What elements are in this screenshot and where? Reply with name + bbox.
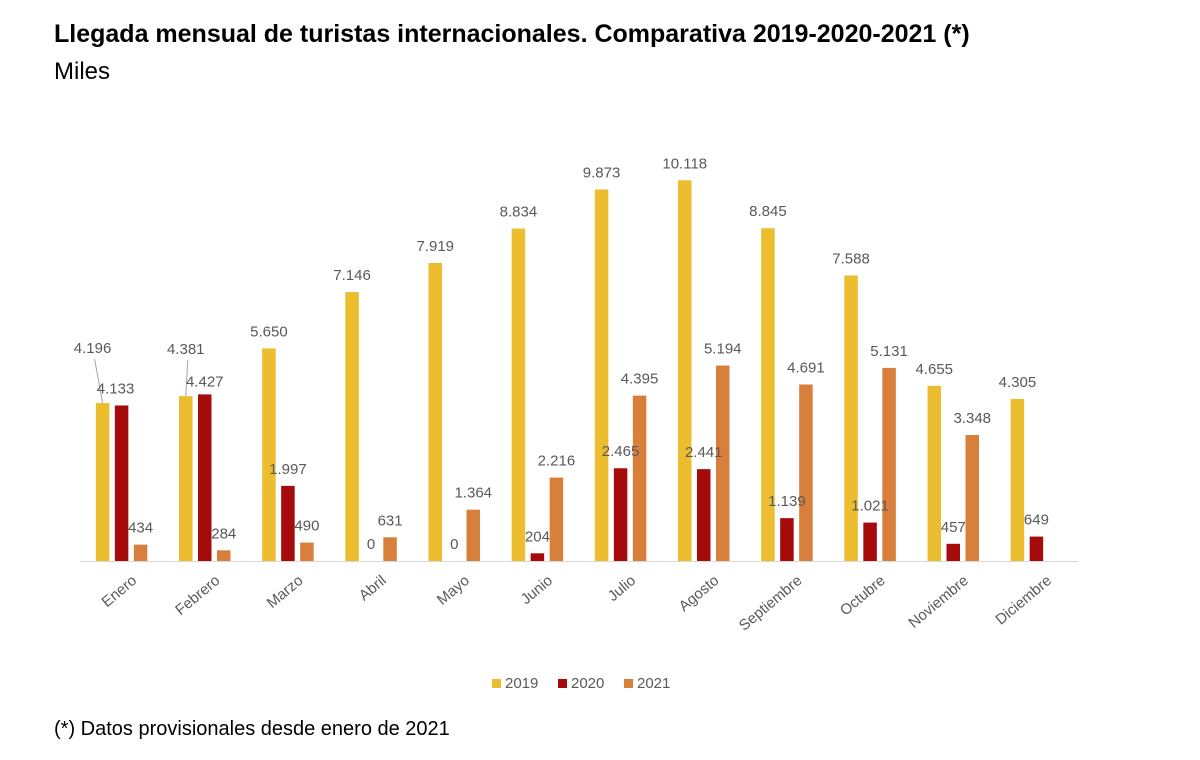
data-label-2021-abril: 631 bbox=[378, 512, 403, 529]
x-tick-label-marzo: Marzo bbox=[264, 572, 307, 612]
data-label-2019-noviembre: 4.655 bbox=[915, 361, 953, 378]
bar-2019-marzo bbox=[262, 348, 276, 561]
bar-2021-abril bbox=[383, 537, 397, 561]
legend: 2019 2020 2021 bbox=[492, 675, 670, 692]
bar-2021-noviembre bbox=[965, 435, 979, 561]
bar-2021-junio bbox=[549, 477, 564, 561]
bar-2020-enero bbox=[114, 405, 129, 561]
bar-2019-septiembre bbox=[761, 228, 775, 561]
data-label-2019-enero: 4.196 bbox=[74, 340, 112, 357]
bar-2019-junio bbox=[511, 228, 526, 561]
legend-label-2021: 2021 bbox=[637, 675, 670, 692]
data-labels-layer: 4.196 4.381 5.650 7.146 7.919 8.834 9.873 10.11… bbox=[74, 155, 1049, 553]
x-tick-label-octubre: Octubre bbox=[837, 572, 889, 619]
bar-2019-enero bbox=[95, 403, 110, 561]
data-label-2019-octubre: 7.588 bbox=[832, 250, 870, 267]
data-label-2019-diciembre: 4.305 bbox=[999, 374, 1037, 391]
data-label-2019-agosto: 10.118 bbox=[662, 155, 707, 172]
data-label-2019-abril: 7.146 bbox=[333, 267, 371, 284]
label-leader-line bbox=[185, 360, 189, 397]
bar-2019-octubre bbox=[844, 275, 858, 561]
bar-2019-diciembre bbox=[1010, 399, 1025, 561]
data-label-2020-junio: 204 bbox=[525, 528, 550, 545]
data-label-2021-octubre: 5.131 bbox=[870, 343, 908, 360]
x-tick-label-enero: Enero bbox=[99, 572, 141, 611]
bar-2020-julio bbox=[613, 468, 628, 561]
bar-2021-octubre bbox=[882, 367, 896, 561]
x-tick-label-febrero: Febrero bbox=[172, 572, 223, 619]
bars-layer bbox=[95, 180, 1044, 562]
bar-2019-febrero bbox=[179, 396, 193, 561]
data-label-2020-mayo: 0 bbox=[450, 536, 458, 553]
x-tick-label-julio: Julio bbox=[605, 572, 640, 605]
bar-2019-mayo bbox=[428, 263, 442, 561]
footnote: (*) Datos provisionales desde enero de 2… bbox=[54, 718, 450, 740]
data-label-2020-septiembre: 1.139 bbox=[768, 493, 806, 510]
data-label-2019-febrero: 4.381 bbox=[167, 341, 205, 358]
bar-2019-julio bbox=[594, 189, 609, 561]
bar-2021-julio bbox=[632, 395, 647, 561]
bar-2019-abril bbox=[345, 292, 359, 561]
legend-label-2019: 2019 bbox=[505, 675, 538, 692]
data-label-2020-diciembre: 649 bbox=[1024, 512, 1049, 529]
legend-label-2020: 2020 bbox=[571, 675, 604, 692]
bar-2021-enero bbox=[133, 544, 148, 561]
bar-2021-mayo bbox=[466, 509, 480, 561]
bar-2020-noviembre bbox=[946, 543, 960, 561]
x-axis: Enero Febrero Marzo Abril Mayo Junio Julio Agos… bbox=[80, 561, 1078, 634]
data-label-2020-marzo: 1.997 bbox=[269, 461, 307, 478]
data-label-2021-agosto: 5.194 bbox=[704, 341, 742, 358]
bar-2019-agosto bbox=[678, 180, 692, 562]
data-label-2019-julio: 9.873 bbox=[583, 164, 621, 181]
x-tick-label-mayo: Mayo bbox=[434, 572, 473, 609]
data-label-2021-noviembre: 3.348 bbox=[953, 410, 991, 427]
x-tick-label-noviembre: Noviembre bbox=[905, 572, 971, 632]
data-label-2021-junio: 2.216 bbox=[538, 453, 576, 470]
data-label-2021-julio: 4.395 bbox=[621, 371, 659, 388]
x-tick-label-abril: Abril bbox=[356, 572, 390, 604]
data-label-2021-mayo: 1.364 bbox=[454, 485, 492, 502]
bar-2020-diciembre bbox=[1029, 536, 1044, 561]
data-label-2020-febrero: 4.427 bbox=[186, 373, 224, 390]
x-tick-label-agosto: Agosto bbox=[676, 572, 723, 615]
x-tick-label-junio: Junio bbox=[518, 572, 556, 608]
bar-2020-junio bbox=[530, 553, 545, 561]
bar-2020-octubre bbox=[863, 522, 877, 561]
bar-2021-febrero bbox=[217, 550, 231, 561]
legend-swatch-2020 bbox=[558, 679, 567, 688]
bar-2020-febrero bbox=[198, 394, 212, 561]
data-label-2020-enero: 4.133 bbox=[97, 380, 135, 397]
legend-swatch-2021 bbox=[624, 679, 633, 688]
data-label-2019-septiembre: 8.845 bbox=[749, 203, 787, 220]
bar-2020-agosto bbox=[697, 469, 711, 561]
bar-2020-septiembre bbox=[780, 518, 794, 561]
data-label-2021-marzo: 490 bbox=[294, 518, 319, 535]
data-label-2019-mayo: 7.919 bbox=[416, 238, 454, 255]
data-label-2021-septiembre: 4.691 bbox=[787, 359, 825, 376]
bar-2021-marzo bbox=[300, 542, 314, 561]
data-label-2020-agosto: 2.441 bbox=[685, 444, 723, 461]
data-label-2019-junio: 8.834 bbox=[500, 204, 538, 221]
bar-2021-septiembre bbox=[799, 384, 813, 561]
legend-swatch-2019 bbox=[492, 679, 501, 688]
label-leader-line bbox=[94, 359, 104, 404]
x-tick-label-diciembre: Diciembre bbox=[992, 572, 1055, 628]
data-label-2021-febrero: 284 bbox=[211, 525, 236, 542]
bar-2020-marzo bbox=[281, 485, 295, 561]
data-label-2020-julio: 2.465 bbox=[602, 443, 640, 460]
bar-2019-noviembre bbox=[927, 385, 941, 561]
bar-2021-agosto bbox=[716, 365, 730, 561]
x-tick-label-septiembre: Septiembre bbox=[736, 572, 806, 634]
data-label-2019-marzo: 5.650 bbox=[250, 323, 288, 340]
data-label-2020-abril: 0 bbox=[367, 536, 375, 553]
chart-title: Llegada mensual de turistas internaciona… bbox=[54, 20, 970, 48]
data-label-2020-octubre: 1.021 bbox=[851, 498, 889, 515]
data-label-2020-noviembre: 457 bbox=[941, 519, 966, 536]
data-label-2021-enero: 434 bbox=[128, 520, 153, 537]
chart-subtitle: Miles bbox=[54, 58, 111, 85]
